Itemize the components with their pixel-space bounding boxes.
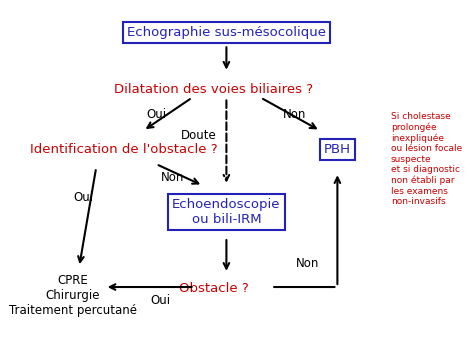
Text: PBH: PBH (324, 143, 351, 155)
Text: Non: Non (161, 171, 185, 184)
Text: Obstacle ?: Obstacle ? (179, 282, 248, 295)
Text: Non: Non (296, 257, 319, 270)
Text: Dilatation des voies biliaires ?: Dilatation des voies biliaires ? (114, 83, 313, 96)
Text: CPRE
Chirurgie
Traitement percutané: CPRE Chirurgie Traitement percutané (9, 274, 137, 317)
Text: Oui: Oui (73, 191, 93, 204)
Text: Non: Non (283, 107, 306, 121)
Text: Echoendoscopie
ou bili-IRM: Echoendoscopie ou bili-IRM (172, 198, 281, 226)
Text: Oui: Oui (146, 107, 166, 121)
Text: Echographie sus-mésocolique: Echographie sus-mésocolique (127, 26, 326, 39)
Text: Identification de l'obstacle ?: Identification de l'obstacle ? (30, 143, 218, 155)
Text: Doute: Doute (181, 129, 217, 142)
Text: Si cholestase
prolongée
inexpliquée
ou lésion focale
suspecte
et si diagnostic
n: Si cholestase prolongée inexpliquée ou l… (391, 112, 462, 206)
Text: Oui: Oui (150, 294, 170, 307)
